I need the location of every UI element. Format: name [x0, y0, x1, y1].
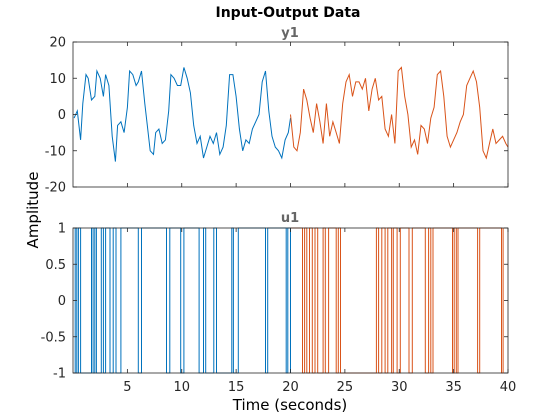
- y1-series-1-line: [73, 67, 291, 162]
- u1-y-tick-label: 0: [58, 294, 66, 309]
- x-tick-label: 20: [282, 380, 299, 395]
- x-tick-label: 5: [123, 380, 131, 395]
- u1-series-2-line: [290, 227, 504, 374]
- x-tick-label: 15: [228, 380, 245, 395]
- y-axis-label: Amplitude: [24, 172, 42, 249]
- chart-title: Input-Output Data: [216, 5, 361, 21]
- y1-y-tick-label: -10: [45, 144, 66, 159]
- u1-y-tick-label: 0.5: [45, 258, 66, 273]
- x-tick-label: 10: [173, 380, 190, 395]
- y1-y-tick-label: 20: [49, 36, 66, 51]
- u1-y-tick-label: -0.5: [41, 330, 66, 345]
- y1-series-2-line: [290, 66, 509, 160]
- u1-y-tick-label: -1: [53, 367, 66, 382]
- u1-axes-title: u1: [281, 211, 299, 226]
- y1-axes: -20 -10 0 10 20: [45, 36, 509, 196]
- u1-y-tick-label: 1: [58, 222, 66, 237]
- u1-series-1-line: [74, 227, 291, 374]
- x-tick-label: 25: [337, 380, 354, 395]
- x-tick-label: 30: [391, 380, 408, 395]
- x-tick-label: 35: [445, 380, 462, 395]
- y1-y-tick-label: 10: [49, 72, 66, 87]
- y1-axes-title: y1: [281, 26, 299, 41]
- y1-y-tick-label: 0: [58, 108, 66, 123]
- y1-y-tick-label: -20: [45, 181, 66, 196]
- x-tick-label: 40: [500, 380, 517, 395]
- x-axis-label: Time (seconds): [232, 396, 348, 414]
- u1-axes: -1-0.500.515 10 15 20 25 30 35 40: [41, 222, 517, 396]
